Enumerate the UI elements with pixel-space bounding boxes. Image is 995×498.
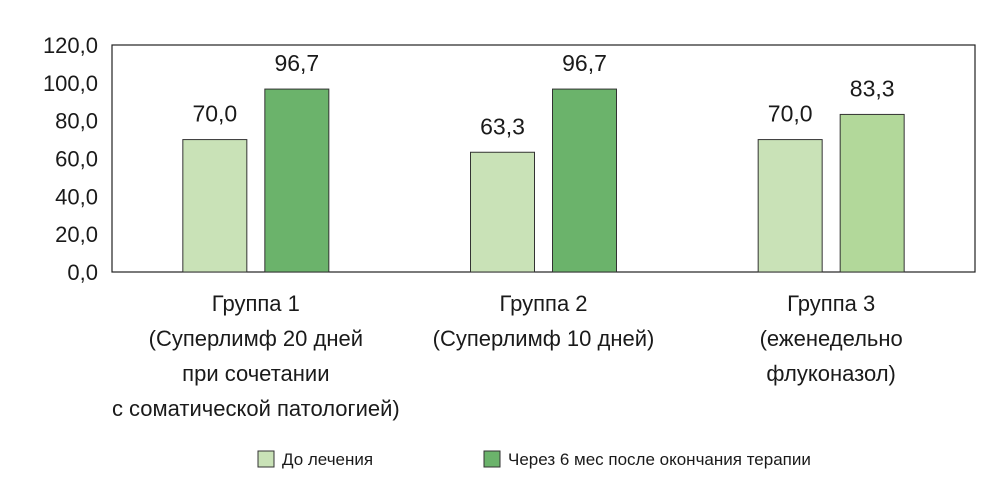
y-tick-label: 120,0 — [43, 33, 98, 58]
x-category-label: Группа 2 — [499, 291, 587, 316]
data-label: 70,0 — [768, 101, 813, 127]
x-category-label: (Суперлимф 20 дней — [149, 326, 363, 351]
legend-label: Через 6 мес после окончания терапии — [508, 450, 811, 469]
data-label: 96,7 — [562, 50, 607, 76]
y-tick-label: 60,0 — [55, 147, 98, 172]
x-category-label: (еженедельно — [760, 326, 903, 351]
bar-series1-cat3 — [757, 139, 823, 273]
y-tick-label: 100,0 — [43, 71, 98, 96]
y-tick-label: 20,0 — [55, 222, 98, 247]
legend-label: До лечения — [282, 450, 373, 469]
legend-swatch-series1 — [257, 450, 275, 468]
legend-swatch-series2 — [483, 450, 501, 468]
bar-series1-cat1 — [182, 139, 248, 273]
bar-series2-cat1 — [264, 88, 330, 273]
x-category-label: с соматической патологией) — [112, 396, 400, 421]
data-label: 70,0 — [192, 101, 237, 127]
plot-area-border — [111, 44, 976, 273]
y-tick-label: 80,0 — [55, 109, 98, 134]
data-label: 63,3 — [480, 113, 525, 139]
x-category-label: (Суперлимф 10 дней) — [433, 326, 655, 351]
data-label: 83,3 — [850, 75, 895, 101]
bar-series2-cat2 — [552, 88, 617, 273]
x-category-label: Группа 1 — [212, 291, 300, 316]
data-label: 96,7 — [274, 50, 319, 76]
x-category-label: при сочетании — [182, 361, 329, 386]
y-tick-label: 0,0 — [67, 260, 98, 285]
bar-series1-cat2 — [470, 151, 535, 273]
x-category-label: флуконазол) — [766, 361, 895, 386]
x-category-label: Группа 3 — [787, 291, 875, 316]
y-tick-label: 40,0 — [55, 184, 98, 209]
bar-series2-cat3 — [839, 113, 905, 273]
